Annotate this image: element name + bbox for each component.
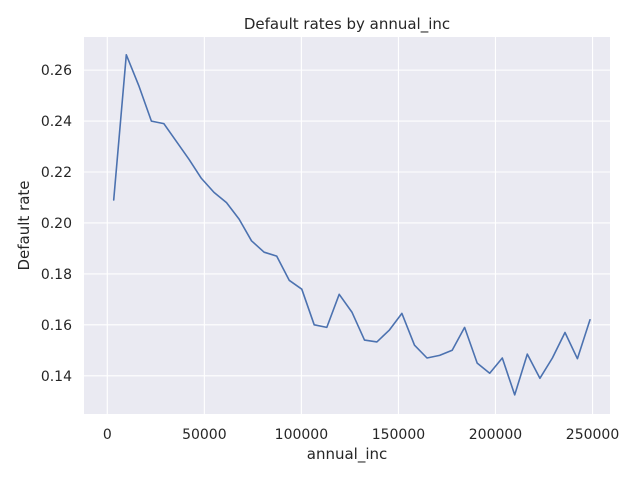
y-tick-label: 0.26	[41, 63, 72, 79]
x-tick-label: 200000	[469, 427, 522, 443]
y-tick-label: 0.20	[41, 216, 72, 232]
y-axis-label: Default rate	[15, 180, 33, 270]
y-tick-label: 0.16	[41, 318, 72, 334]
y-tick-label: 0.14	[41, 369, 72, 385]
x-tick-label: 0	[103, 427, 112, 443]
x-axis-label: annual_inc	[307, 445, 388, 464]
grid-lines	[84, 37, 610, 414]
x-tick-label: 50000	[182, 427, 227, 443]
plot-area	[84, 37, 610, 414]
tick-labels: 0 50000 100000 150000 200000 250000 0.14 0.16 0.…	[41, 63, 619, 443]
series-layer	[112, 53, 591, 396]
chart-title: Default rates by annual_inc	[244, 15, 450, 34]
x-tick-label: 250000	[566, 427, 619, 443]
y-tick-label: 0.18	[41, 267, 72, 283]
x-tick-label: 150000	[372, 427, 425, 443]
x-tick-label: 100000	[275, 427, 328, 443]
y-tick-label: 0.22	[41, 165, 72, 181]
y-tick-label: 0.24	[41, 114, 72, 130]
series-line	[112, 53, 591, 396]
